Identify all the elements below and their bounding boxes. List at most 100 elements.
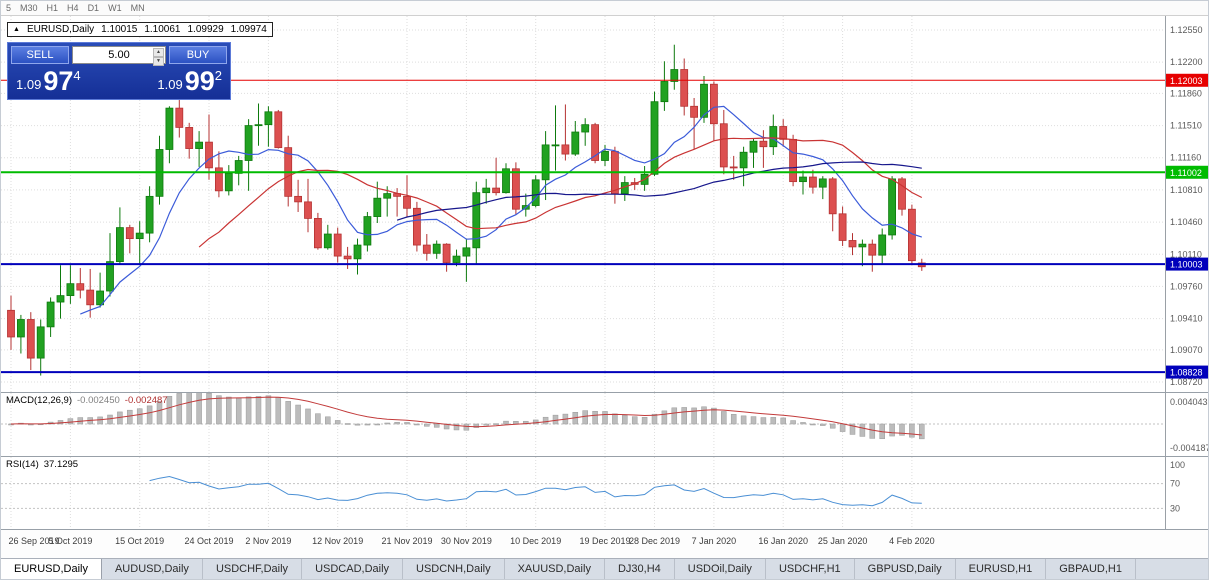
macd-histogram-bar (711, 407, 717, 425)
timeframe-button-w1[interactable]: W1 (108, 3, 122, 13)
sell-price: 1.09 97 4 (16, 66, 81, 96)
candle-body (660, 81, 669, 103)
candle-body (205, 141, 213, 169)
chart-tab-audusd-daily[interactable]: AUDUSD,Daily (102, 559, 203, 579)
price-tag-label: 1.08828 (1170, 368, 1203, 378)
macd-histogram-bar (691, 407, 697, 425)
macd-histogram-bar (919, 423, 925, 440)
price-tick-label: 1.12550 (1170, 25, 1203, 35)
timeframe-button-mn[interactable]: MN (130, 3, 145, 13)
chart-tab-usdcad-daily[interactable]: USDCAD,Daily (302, 559, 404, 579)
chart-tab-eurusd-daily[interactable]: EURUSD,Daily (1, 559, 102, 579)
macd-histogram-bar (295, 404, 301, 425)
candle-body (739, 151, 748, 169)
macd-histogram-bar (325, 416, 331, 425)
timeframe-button-5[interactable]: 5 (6, 3, 12, 13)
candle-body (888, 178, 896, 236)
macd-histogram-bar (740, 415, 747, 425)
rsi-line (149, 475, 922, 507)
timeframe-button-d1[interactable]: D1 (87, 3, 100, 13)
macd-main-value: -0.002450 (77, 395, 120, 406)
macd-histogram-bar (196, 393, 202, 425)
buy-button[interactable]: BUY (169, 46, 227, 64)
candle-body (353, 244, 362, 260)
macd-histogram-bar (592, 410, 598, 425)
macd-histogram-bar (800, 422, 806, 425)
macd-histogram-bar (483, 423, 489, 426)
volume-stepper[interactable]: ▲ ▼ (153, 48, 164, 66)
candle-body (56, 295, 65, 303)
macd-histogram-bar (176, 393, 183, 425)
macd-histogram-bar (493, 423, 499, 425)
close-value: 1.09974 (230, 24, 267, 35)
date-label: 28 Dec 2019 (628, 536, 681, 546)
date-axis: 26 Sep 2019 5 Oct 2019 15 Oct 2019 24 Oct 2… (1, 529, 1208, 558)
candle-body (412, 207, 421, 246)
date-label: 2 Nov 2019 (245, 536, 292, 546)
candle-body (601, 150, 609, 161)
timeframe-button-m30[interactable]: M30 (20, 3, 38, 13)
macd-histogram-bar (730, 414, 737, 425)
rsi-name: RSI(14) (6, 459, 39, 470)
price-tick-label: 1.08720 (1170, 377, 1203, 387)
low-value: 1.09929 (187, 24, 224, 35)
macd-histogram-bar (820, 423, 826, 426)
chart-tab-usdchf-daily[interactable]: USDCHF,Daily (203, 559, 303, 579)
candle-body (749, 140, 758, 153)
macd-histogram-bar (334, 420, 341, 425)
date-label: 19 Dec 2019 (579, 536, 631, 546)
candle-body (294, 195, 303, 203)
sell-price-big: 97 (43, 66, 74, 96)
chart-tab-usdchf-h1[interactable]: USDCHF,H1 (766, 559, 855, 579)
chart-tab-dj30-h4[interactable]: DJ30,H4 (605, 559, 675, 579)
candle-body (779, 126, 788, 140)
date-label: 15 Oct 2019 (115, 536, 165, 546)
price-tick-label: 1.10810 (1170, 185, 1203, 195)
macd-histogram-bar (414, 423, 420, 426)
moving-average-line (80, 105, 922, 315)
timeframe-toolbar: 5 M30 H1 H4 D1 W1 MN (1, 1, 1208, 16)
macd-histogram-bar (453, 423, 460, 431)
candle-body (264, 111, 273, 126)
buy-price-big: 99 (184, 66, 215, 96)
rsi-axis-label: 70 (1170, 479, 1180, 489)
candle-body (373, 197, 382, 217)
macd-chart[interactable]: 0.004043 -0.004187 (1, 393, 1209, 456)
chart-tab-xauusd-daily[interactable]: XAUUSD,Daily (505, 559, 605, 579)
rsi-axis-label: 100 (1170, 460, 1185, 470)
chart-tab-eurusd-h1[interactable]: EURUSD,H1 (956, 559, 1047, 579)
candle-body (591, 124, 599, 161)
price-tick-label: 1.09760 (1170, 281, 1203, 291)
candle-body (363, 216, 372, 246)
chart-tab-usdcnh-daily[interactable]: USDCNH,Daily (403, 559, 505, 579)
price-tag (1166, 365, 1208, 379)
chart-tab-gbpusd-daily[interactable]: GBPUSD,Daily (855, 559, 956, 579)
chart-tab-usdoil-daily[interactable]: USDOil,Daily (675, 559, 766, 579)
candle-body (690, 105, 698, 118)
date-label: 12 Nov 2019 (312, 536, 364, 546)
timeframe-button-h4[interactable]: H4 (67, 3, 79, 13)
symbol-direction-icon: ▲ (13, 26, 20, 33)
date-label: 24 Oct 2019 (184, 536, 234, 546)
macd-histogram-bar (790, 420, 796, 425)
volume-input[interactable]: 5.00 ▲ ▼ (72, 46, 166, 66)
candle-body (838, 213, 847, 241)
high-value: 1.10061 (144, 24, 181, 35)
candle-body (769, 126, 778, 148)
increment-arrow-icon[interactable]: ▲ (153, 48, 164, 57)
rsi-chart[interactable]: 100 70 30 (1, 457, 1209, 529)
candle-body (571, 131, 580, 155)
candle-body (135, 232, 144, 240)
price-chart[interactable]: 1.12550 1.12200 1.11860 1.11510 1.11160 1.108… (1, 16, 1209, 392)
timeframe-button-h1[interactable]: H1 (46, 3, 59, 13)
chart-tab-gbpaud-h1[interactable]: GBPAUD,H1 (1046, 559, 1136, 579)
macd-histogram-bar (631, 416, 638, 425)
candle-body (828, 178, 837, 215)
sell-button[interactable]: SELL (11, 46, 69, 64)
candle-body (403, 195, 411, 209)
macd-histogram-bar (67, 418, 74, 425)
macd-histogram-bar (869, 423, 876, 439)
decrement-arrow-icon[interactable]: ▼ (153, 57, 164, 66)
date-label: 21 Nov 2019 (381, 536, 433, 546)
macd-histogram-bar (364, 423, 371, 426)
